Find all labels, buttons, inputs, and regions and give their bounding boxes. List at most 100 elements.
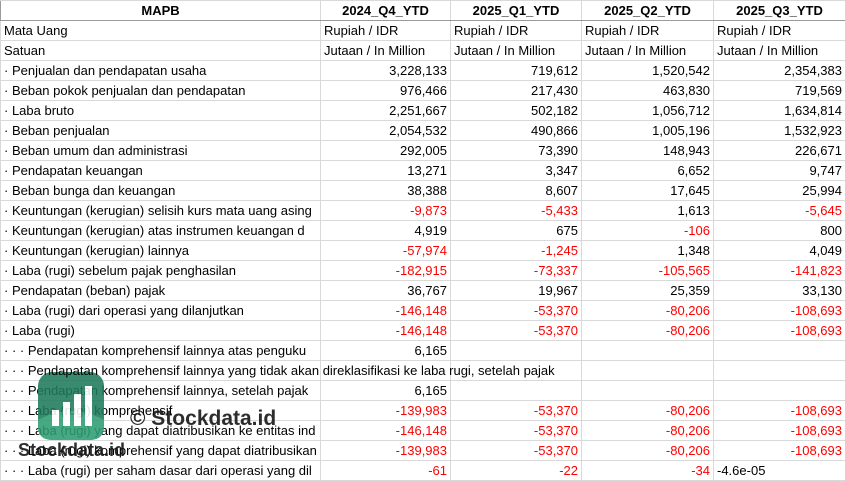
table-row: · Keuntungan (kerugian) lainnya -57,974 -1… [0,240,845,261]
value-cell: 976,466 [320,80,451,101]
table-row: · Keuntungan (kerugian) atas instrumen k… [0,220,845,241]
row-label: · Keuntungan (kerugian) selisih kurs mat… [0,200,321,221]
value-cell: Jutaan / In Million [450,40,582,61]
value-cell: 1,532,923 [713,120,845,141]
value-cell: -73,337 [450,260,582,281]
table-row: · Beban umum dan administrasi 292,005 73,3… [0,140,845,161]
value-cell: -106 [581,220,714,241]
value-cell: -80,206 [581,440,714,461]
value-cell: -9,873 [320,200,451,221]
value-cell [713,340,845,361]
value-cell [450,380,582,401]
row-label: Mata Uang [0,20,321,41]
value-cell: -5,433 [450,200,582,221]
row-label: · Keuntungan (kerugian) lainnya [0,240,321,261]
value-cell: -80,206 [581,420,714,441]
table-row: · Laba (rugi) -146,148 -53,370 -80,206 -108,… [0,320,845,341]
value-cell: Jutaan / In Million [713,40,845,61]
row-label: · Laba bruto [0,100,321,121]
table-row: · Beban bunga dan keuangan 38,388 8,607 17,… [0,180,845,201]
value-cell: -108,693 [713,300,845,321]
header-cell: 2024_Q4_YTD [320,0,451,21]
table-row: · Keuntungan (kerugian) selisih kurs mat… [0,200,845,221]
value-cell: 1,056,712 [581,100,714,121]
value-cell: -22 [450,460,582,481]
value-cell: 148,943 [581,140,714,161]
value-cell: 6,165 [320,380,451,401]
table-row: · Beban penjualan 2,054,532 490,866 1,005,1… [0,120,845,141]
value-cell: 6,652 [581,160,714,181]
table-row: · · · Laba (rugi) per saham dasar dari o… [0,460,845,481]
value-cell: 8,607 [450,180,582,201]
table-row: Satuan Jutaan / In Million Jutaan / In Mil… [0,40,845,61]
value-cell: 1,613 [581,200,714,221]
value-cell [713,380,845,401]
table-row: · Beban pokok penjualan dan pendapatan 97… [0,80,845,101]
value-cell: -182,915 [320,260,451,281]
value-cell: -108,693 [713,320,845,341]
value-cell: -105,565 [581,260,714,281]
row-label: · · · Laba (rugi) komprehensif yang dapa… [0,440,321,461]
value-cell: -80,206 [581,300,714,321]
value-cell: 719,612 [450,60,582,81]
table-row: · Laba bruto 2,251,667 502,182 1,056,712 1,6… [0,100,845,121]
value-cell: 73,390 [450,140,582,161]
value-cell: -53,370 [450,320,582,341]
value-cell: -146,148 [320,420,451,441]
value-cell: -146,148 [320,300,451,321]
value-cell: 1,634,814 [713,100,845,121]
value-cell: Rupiah / IDR [450,20,582,41]
value-cell: Rupiah / IDR [713,20,845,41]
value-cell: -108,693 [713,400,845,421]
table-row: · · · Pendapatan komprehensif lainnya, s… [0,380,845,401]
row-label: · Laba (rugi) sebelum pajak penghasilan [0,260,321,281]
value-cell: 19,967 [450,280,582,301]
value-cell: -53,370 [450,300,582,321]
table-row: · Laba (rugi) dari operasi yang dilanjut… [0,300,845,321]
logo-icon [38,372,104,440]
value-cell: Rupiah / IDR [320,20,451,41]
header-row: MAPB 2024_Q4_YTD 2025_Q1_YTD 2025_Q2_YTD 202… [0,0,845,21]
value-cell: -141,823 [713,260,845,281]
value-cell: 4,919 [320,220,451,241]
value-cell: 1,520,542 [581,60,714,81]
value-cell: -139,983 [320,400,451,421]
value-cell: Rupiah / IDR [581,20,714,41]
value-cell: -108,693 [713,440,845,461]
value-cell: 2,354,383 [713,60,845,81]
value-cell: 217,430 [450,80,582,101]
value-cell [713,360,845,381]
value-cell [581,380,714,401]
table-row: · · · Pendapatan komprehensif lainnya at… [0,340,845,361]
value-cell: 36,767 [320,280,451,301]
row-label: · Beban pokok penjualan dan pendapatan [0,80,321,101]
value-cell: Jutaan / In Million [320,40,451,61]
row-label: · Pendapatan (beban) pajak [0,280,321,301]
row-label: · Laba (rugi) [0,320,321,341]
row-label: · Pendapatan keuangan [0,160,321,181]
table-row: · · · Pendapatan komprehensif lainnya ya… [0,360,845,381]
value-cell: 6,165 [320,340,451,361]
value-cell: 2,251,667 [320,100,451,121]
value-cell: -108,693 [713,420,845,441]
value-cell: 490,866 [450,120,582,141]
value-cell: Jutaan / In Million [581,40,714,61]
value-cell: 17,645 [581,180,714,201]
value-cell: -53,370 [450,420,582,441]
table-row: · Penjualan dan pendapatan usaha 3,228,13… [0,60,845,81]
value-cell: -53,370 [450,400,582,421]
header-cell: 2025_Q3_YTD [713,0,845,21]
value-cell [450,340,582,361]
value-cell: 38,388 [320,180,451,201]
value-cell: 675 [450,220,582,241]
table-row: · Pendapatan keuangan 13,271 3,347 6,652 9,7… [0,160,845,181]
table-row: · · · Laba (rugi) yang dapat diatribusik… [0,420,845,441]
value-cell: -34 [581,460,714,481]
header-cell: 2025_Q2_YTD [581,0,714,21]
row-label: · Beban penjualan [0,120,321,141]
row-label: · · · Pendapatan komprehensif lainnya at… [0,340,321,361]
table-row: · · · Laba (rugi) komprehensif yang dapa… [0,440,845,461]
watermark-caption: © Stockdata.id [130,407,277,430]
